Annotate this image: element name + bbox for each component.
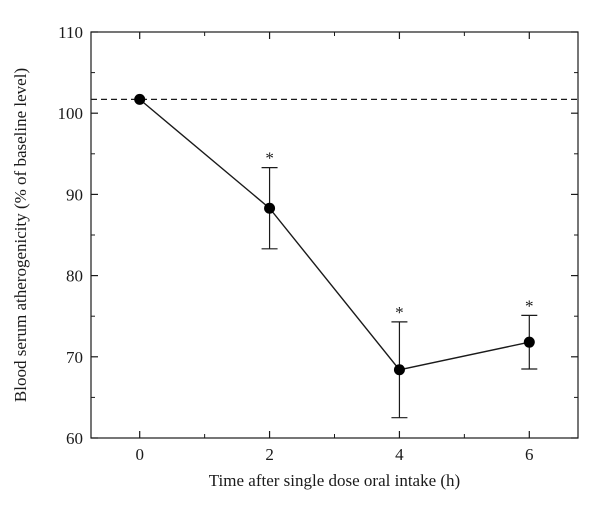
y-tick-label: 90 [66,185,83,204]
x-axis-title: Time after single dose oral intake (h) [209,471,460,490]
x-tick-label: 0 [135,445,144,464]
y-axis-title: Blood serum atherogenicity (% of baselin… [11,68,30,402]
y-tick-label: 110 [58,23,83,42]
y-tick-label: 80 [66,267,83,286]
significance-marker: * [395,303,404,322]
y-tick-label: 100 [58,104,84,123]
x-tick-label: 2 [265,445,274,464]
significance-marker: * [525,296,534,315]
data-point [393,364,405,376]
data-point [134,93,146,105]
data-point [264,202,276,214]
x-tick-label: 6 [525,445,534,464]
series-line [139,98,530,371]
x-tick-label: 4 [395,445,404,464]
plot-frame [90,31,579,439]
y-tick-label: 70 [66,348,83,367]
data-point [523,336,535,348]
y-tick-label: 60 [66,429,83,448]
significance-marker: * [265,149,274,168]
